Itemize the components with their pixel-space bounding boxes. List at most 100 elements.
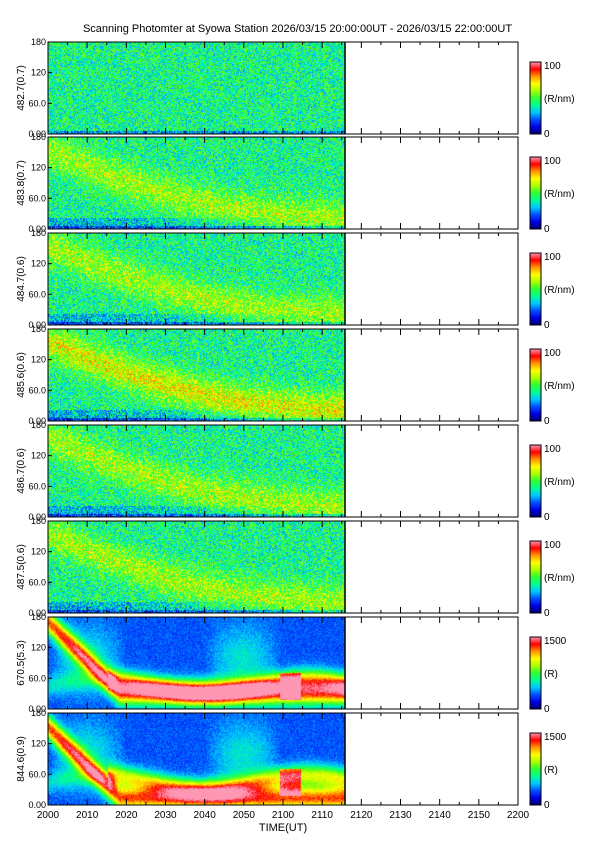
panel-ylabel: 482.7(0.7) <box>16 65 27 111</box>
colorbar-min-label: 0 <box>544 224 550 235</box>
colorbar-max-label: 100 <box>544 444 561 455</box>
colorbar-unit-label: (R) <box>544 765 558 776</box>
y-tick-label: 60.0 <box>28 481 46 491</box>
heatmap-image <box>48 233 345 325</box>
y-tick-label: 120 <box>31 643 46 653</box>
colorbar <box>529 348 542 422</box>
y-tick-label: 180 <box>31 132 46 142</box>
y-tick-label: 0.00 <box>28 320 46 330</box>
y-tick-label: 60.0 <box>28 289 46 299</box>
colorbar <box>529 444 542 518</box>
x-tick-label: 2200 <box>507 810 530 821</box>
colorbar <box>529 732 542 806</box>
heatmap-image <box>48 617 345 709</box>
heatmap-image <box>48 137 345 229</box>
panel-ylabel: 483.8(0.7) <box>16 160 27 206</box>
colorbar <box>529 156 542 230</box>
panel-ylabel: 487.5(0.6) <box>16 544 27 590</box>
x-tick-label: 2120 <box>350 810 373 821</box>
y-tick-label: 0.00 <box>28 224 46 234</box>
colorbar-unit-label: (R/nm) <box>544 94 575 105</box>
colorbar <box>529 61 542 135</box>
colorbar-unit-label: (R/nm) <box>544 285 575 296</box>
panel-ylabel: 485.6(0.6) <box>16 352 27 398</box>
panel-5: 0.00 60.0 120 180 486.7(0.6) 100 (R/nm) 0 <box>16 420 575 523</box>
panel-8: 0.00 60.0 120 180 844.6(0.9) 1500 (R) 0 <box>16 708 567 811</box>
x-tick-label: 2150 <box>468 810 491 821</box>
y-tick-label: 0.00 <box>28 129 46 139</box>
panel-1: 0.00 60.0 120 180 482.7(0.7) 100 (R/nm) 0 <box>16 37 575 140</box>
heatmap-image <box>48 521 345 613</box>
y-tick-label: 120 <box>31 68 46 78</box>
x-tick-label: 2010 <box>76 810 99 821</box>
panel-7: 0.00 60.0 120 180 670.5(5.3) 1500 (R) 0 <box>16 612 567 715</box>
x-tick-label: 2100 <box>272 810 295 821</box>
y-tick-label: 0.00 <box>28 608 46 618</box>
x-tick-label: 2110 <box>311 810 333 821</box>
y-tick-label: 60.0 <box>28 577 46 587</box>
colorbar-max-label: 100 <box>544 156 561 167</box>
heatmap-image <box>48 329 345 421</box>
y-tick-label: 0.00 <box>28 704 46 714</box>
colorbar-max-label: 100 <box>544 348 561 359</box>
colorbar-min-label: 0 <box>544 800 550 811</box>
y-tick-label: 180 <box>31 516 46 526</box>
y-tick-label: 180 <box>31 420 46 430</box>
colorbar-unit-label: (R/nm) <box>544 477 575 488</box>
colorbar-min-label: 0 <box>544 704 550 715</box>
y-tick-label: 180 <box>31 37 46 47</box>
y-tick-label: 120 <box>31 451 46 461</box>
y-tick-label: 0.00 <box>28 800 46 810</box>
panel-ylabel: 670.5(5.3) <box>16 640 27 686</box>
colorbar <box>529 252 542 326</box>
x-tick-label: 2040 <box>194 810 217 821</box>
y-tick-label: 180 <box>31 228 46 238</box>
heatmap-image <box>48 713 345 805</box>
y-tick-label: 120 <box>31 355 46 365</box>
colorbar-min-label: 0 <box>544 512 550 523</box>
x-tick-labels: 2000 2010 2020 2030 2040 2050 2100 2110 2120 2130… <box>37 810 530 821</box>
x-tick-label: 2020 <box>115 810 138 821</box>
colorbar-max-label: 1500 <box>544 636 567 647</box>
y-tick-label: 0.00 <box>28 512 46 522</box>
x-tick-label: 2130 <box>389 810 412 821</box>
colorbar <box>529 540 542 614</box>
y-tick-label: 60.0 <box>28 385 46 395</box>
panel-2: 0.00 60.0 120 180 483.8(0.7) 100 (R/nm) 0 <box>16 132 575 235</box>
y-tick-label: 60.0 <box>28 769 46 779</box>
y-tick-label: 180 <box>31 612 46 622</box>
heatmap-image <box>48 425 345 517</box>
colorbar-min-label: 0 <box>544 416 550 427</box>
y-tick-label: 60.0 <box>28 193 46 203</box>
x-tick-label: 2140 <box>429 810 452 821</box>
colorbar-unit-label: (R/nm) <box>544 381 575 392</box>
y-tick-label: 120 <box>31 739 46 749</box>
chart-title: Scanning Photomter at Syowa Station 2026… <box>82 23 513 35</box>
x-axis-label: TIME(UT) <box>259 822 307 834</box>
x-tick-label: 2030 <box>154 810 177 821</box>
x-tick-label: 2050 <box>233 810 256 821</box>
y-tick-label: 120 <box>31 163 46 173</box>
y-tick-label: 120 <box>31 547 46 557</box>
colorbar-max-label: 100 <box>544 61 561 72</box>
y-tick-label: 120 <box>31 259 46 269</box>
panel-3: 0.00 60.0 120 180 484.7(0.6) 100 (R/nm) 0 <box>16 228 575 331</box>
colorbar-max-label: 100 <box>544 252 561 263</box>
y-tick-label: 60.0 <box>28 673 46 683</box>
y-tick-label: 180 <box>31 324 46 334</box>
panel-ylabel: 484.7(0.6) <box>16 256 27 302</box>
colorbar-min-label: 0 <box>544 129 550 140</box>
colorbar-max-label: 100 <box>544 540 561 551</box>
colorbar <box>529 636 542 710</box>
colorbar-min-label: 0 <box>544 608 550 619</box>
y-tick-label: 60.0 <box>28 98 46 108</box>
panel-6: 0.00 60.0 120 180 487.5(0.6) 100 (R/nm) 0 <box>16 516 575 619</box>
panel-ylabel: 486.7(0.6) <box>16 448 27 494</box>
colorbar-unit-label: (R/nm) <box>544 573 575 584</box>
panel-4: 0.00 60.0 120 180 485.6(0.6) 100 (R/nm) 0 <box>16 324 575 427</box>
colorbar-unit-label: (R/nm) <box>544 189 575 200</box>
panel-ylabel: 844.6(0.9) <box>16 736 27 782</box>
heatmap-image <box>48 42 345 134</box>
colorbar-min-label: 0 <box>544 320 550 331</box>
y-tick-label: 0.00 <box>28 416 46 426</box>
